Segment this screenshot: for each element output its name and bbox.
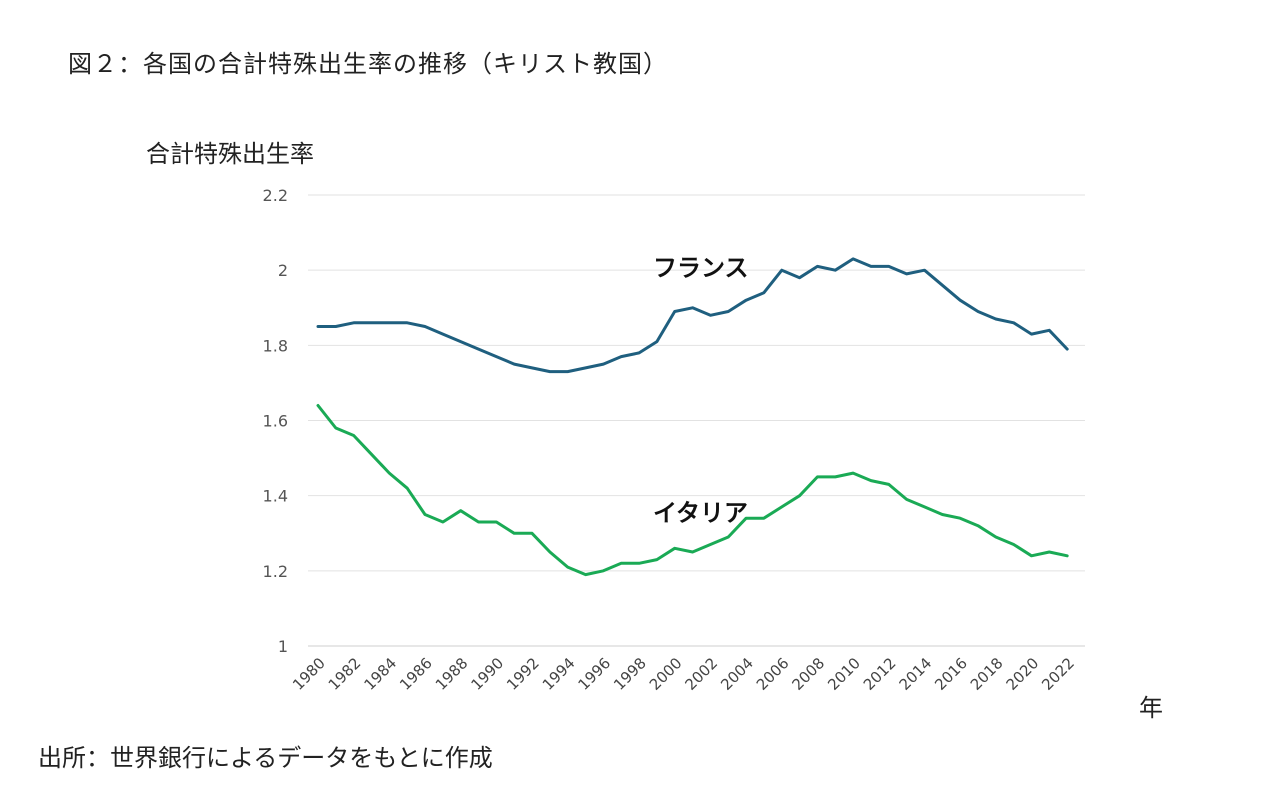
y-tick-labels: 2.2 2 1.8 1.6 1.4 1.2 1 <box>263 186 288 656</box>
x-tick-label: 1990 <box>467 654 507 694</box>
x-tick-label: 2016 <box>931 654 971 694</box>
y-tick-label: 1.2 <box>263 562 288 581</box>
x-axis-title: 年 <box>1139 694 1163 722</box>
x-tick-label: 2012 <box>860 654 900 694</box>
x-tick-label: 1986 <box>396 654 436 694</box>
x-tick-label: 2014 <box>896 654 936 694</box>
x-tick-label: 1980 <box>289 654 329 694</box>
x-tick-label: 1994 <box>539 654 579 694</box>
x-tick-label: 2008 <box>789 654 829 694</box>
x-tick-label: 1996 <box>574 654 614 694</box>
x-tick-label: 1998 <box>610 654 650 694</box>
figure-title: 図２：各国の合計特殊出生率の推移（キリスト教国） <box>68 50 668 78</box>
x-tick-label: 2002 <box>682 654 722 694</box>
y-tick-label: 2.2 <box>263 186 288 205</box>
x-tick-label: 1984 <box>360 654 400 694</box>
x-tick-labels: 1980198219841986198819901992199419961998… <box>289 654 1078 694</box>
source-note: 出所：世界銀行によるデータをもとに作成 <box>38 744 493 772</box>
x-tick-label: 2018 <box>967 654 1007 694</box>
y-tick-label: 1.4 <box>263 487 288 506</box>
y-axis-title: 合計特殊出生率 <box>146 140 314 168</box>
italy-series-label: イタリア <box>653 499 748 527</box>
x-tick-label: 2000 <box>646 654 686 694</box>
italy-series-line <box>316 404 1069 577</box>
y-tick-label: 1.8 <box>263 336 288 355</box>
x-tick-label: 1992 <box>503 654 543 694</box>
france-series-line <box>316 257 1069 374</box>
series-lines <box>316 257 1069 577</box>
x-tick-label: 1982 <box>325 654 365 694</box>
x-tick-label: 2010 <box>824 654 864 694</box>
y-tick-label: 1 <box>278 637 288 656</box>
x-tick-label: 2004 <box>717 654 757 694</box>
france-series-label: フランス <box>653 254 749 282</box>
y-tick-label: 2 <box>278 261 288 280</box>
x-tick-label: 2006 <box>753 654 793 694</box>
x-tick-label: 2020 <box>1003 654 1043 694</box>
x-tick-label: 1988 <box>432 654 472 694</box>
x-tick-label: 2022 <box>1038 654 1078 694</box>
gridlines <box>308 194 1085 647</box>
y-tick-label: 1.6 <box>263 412 288 431</box>
